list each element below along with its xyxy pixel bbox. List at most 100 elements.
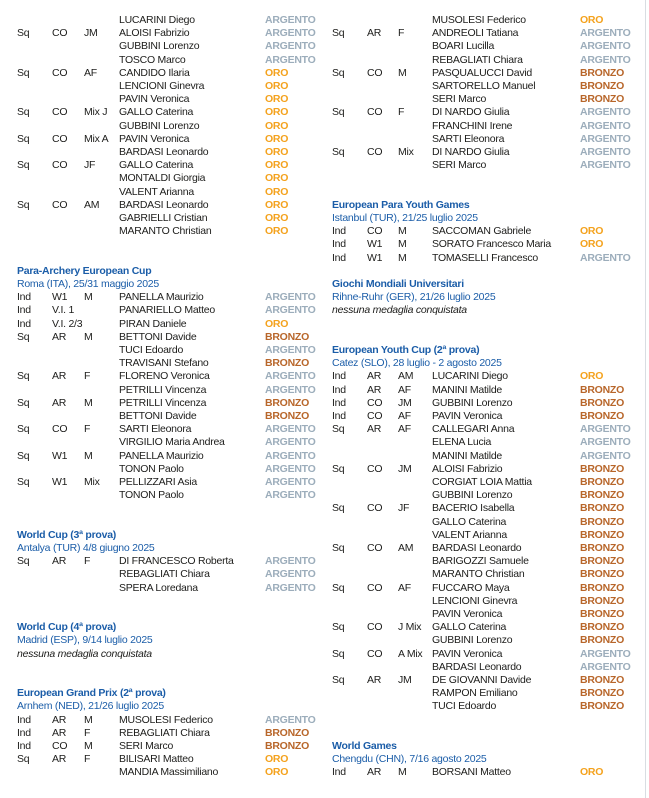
row-type: Sq xyxy=(17,330,30,343)
row-cls: M xyxy=(398,225,407,238)
row-type: Sq xyxy=(332,542,345,554)
medal: ARGENTO xyxy=(265,476,316,488)
row-type: Sq xyxy=(332,66,345,79)
row-type: Sq xyxy=(332,647,345,660)
medal: ARGENTO xyxy=(580,159,631,172)
row-cls: J Mix xyxy=(398,621,422,634)
row-type: Sq xyxy=(17,449,30,462)
row-type: Ind xyxy=(17,726,31,739)
row-name: VIRGILIO Maria Andrea xyxy=(119,436,225,449)
row-name: GALLO Caterina xyxy=(432,515,507,528)
row-name: SERI Marco xyxy=(432,159,487,172)
row-type: Ind xyxy=(332,383,346,396)
row-div: CO xyxy=(367,581,383,594)
row-cls: M xyxy=(398,238,407,251)
medal: ARGENTO xyxy=(580,660,631,673)
row-div: CO xyxy=(52,159,68,172)
medal: BRONZO xyxy=(580,542,624,554)
row-cls: JM xyxy=(398,396,412,409)
medal: ARGENTO xyxy=(265,370,316,383)
section-subtitle: Catez (SLO), 28 luglio - 2 agosto 2025 xyxy=(332,357,502,370)
row-type: Sq xyxy=(332,423,345,436)
row-div: V.I. 2/3 xyxy=(52,317,83,330)
row-name: GALLO Caterina xyxy=(119,159,194,172)
section-subtitle: Istanbul (TUR), 21/25 luglio 2025 xyxy=(332,212,478,224)
medal: ORO xyxy=(265,753,289,766)
medal: ORO xyxy=(265,159,289,172)
row-div: AR xyxy=(367,423,382,436)
row-cls: JF xyxy=(398,502,410,515)
row-div: CO xyxy=(52,66,68,79)
medal: ORO xyxy=(265,225,289,238)
row-type: Sq xyxy=(17,198,30,211)
row-type: Ind xyxy=(332,396,346,409)
row-cls: Mix A xyxy=(84,132,109,145)
row-name: VALENT Arianna xyxy=(119,185,194,198)
section-subtitle: Antalya (TUR) 4/8 giugno 2025 xyxy=(17,542,155,554)
row-div: AR xyxy=(367,766,382,779)
row-name: ANDREOLI Tatiana xyxy=(432,27,519,40)
medal: BRONZO xyxy=(580,93,624,106)
row-cls: AM xyxy=(84,198,100,211)
row-div: CO xyxy=(367,106,383,119)
medal: ORO xyxy=(265,66,289,79)
row-type: Sq xyxy=(332,674,345,686)
medal: ORO xyxy=(580,238,604,251)
row-type: Sq xyxy=(17,423,30,436)
row-name: PAVIN Veronica xyxy=(432,608,503,620)
row-type: Sq xyxy=(332,621,345,634)
row-type: Sq xyxy=(332,502,345,515)
row-name: MARANTO Christian xyxy=(432,568,525,581)
medal: BRONZO xyxy=(580,581,624,594)
medal: ARGENTO xyxy=(265,423,316,436)
row-cls: AF xyxy=(398,410,411,422)
row-name: SPERA Loredana xyxy=(119,581,198,594)
medal: ORO xyxy=(265,80,289,92)
row-type: Ind xyxy=(332,370,346,383)
medal: ARGENTO xyxy=(265,581,316,594)
medal: ARGENTO xyxy=(265,14,316,26)
medal: BRONZO xyxy=(265,410,309,422)
row-name: BOARI Lucilla xyxy=(432,40,495,53)
row-div: CO xyxy=(367,621,383,634)
row-div: AR xyxy=(367,370,382,383)
row-name: PETRILLI Vincenza xyxy=(119,396,207,409)
row-cls: M xyxy=(84,713,93,726)
row-name: TONON Paolo xyxy=(119,489,184,502)
row-cls: AF xyxy=(398,581,411,594)
medal: BRONZO xyxy=(580,674,624,686)
medal: ORO xyxy=(265,93,289,106)
medal: ARGENTO xyxy=(265,344,316,356)
row-cls: M xyxy=(398,251,407,264)
row-name: PASQUALUCCI David xyxy=(432,66,533,79)
row-div: CO xyxy=(367,146,383,158)
medal: ARGENTO xyxy=(580,423,631,436)
row-name: BETTONI Davide xyxy=(119,410,197,422)
row-cls: Mix xyxy=(398,146,414,158)
row-name: TRAVISANI Stefano xyxy=(119,357,209,370)
medal: ORO xyxy=(265,766,289,779)
medal: BRONZO xyxy=(580,634,624,647)
medal: BRONZO xyxy=(265,726,309,739)
row-div: AR xyxy=(52,753,67,766)
row-name: SACCOMAN Gabriele xyxy=(432,225,532,238)
row-cls: F xyxy=(84,555,91,568)
row-name: REBAGLIATI Chiara xyxy=(432,53,523,66)
row-name: FUCCARO Maya xyxy=(432,581,510,594)
row-type: Sq xyxy=(17,159,30,172)
medal: ORO xyxy=(265,212,289,224)
row-name: TUCI Edoardo xyxy=(119,344,184,356)
medal: ORO xyxy=(265,146,289,158)
row-name: PAVIN Veronica xyxy=(119,132,190,145)
row-name: TOSCO Marco xyxy=(119,53,186,66)
row-name: BARIGOZZI Samuele xyxy=(432,555,529,568)
row-name: PAVIN Veronica xyxy=(119,93,190,106)
row-name: PIRAN Daniele xyxy=(119,317,187,330)
row-cls: JM xyxy=(398,674,412,686)
medal: BRONZO xyxy=(580,687,624,700)
row-type: Ind xyxy=(332,238,346,251)
row-name: PANELLA Maurizio xyxy=(119,291,204,304)
row-name: BACERIO Isabella xyxy=(432,502,515,515)
medal: ORO xyxy=(580,766,604,779)
